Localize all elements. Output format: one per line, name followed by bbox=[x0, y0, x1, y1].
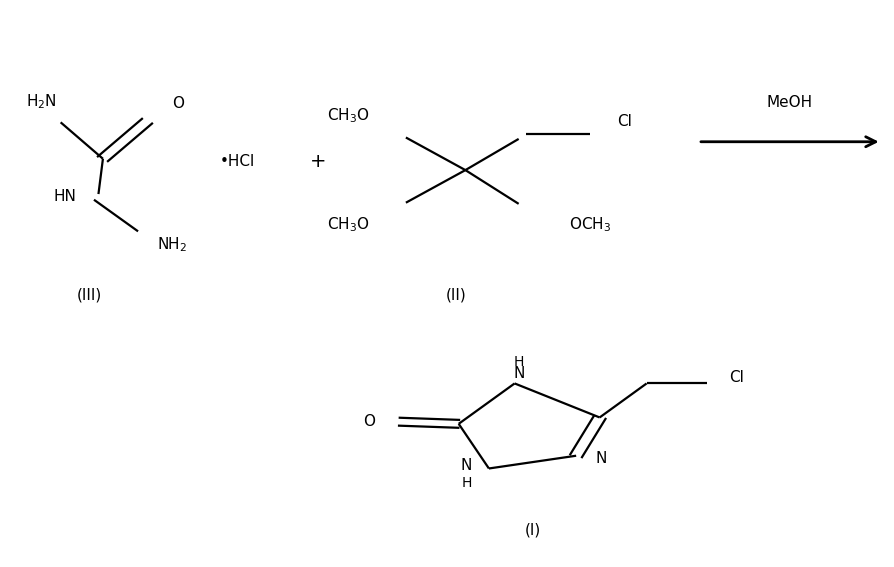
Text: H$_2$N: H$_2$N bbox=[27, 92, 57, 111]
Text: N: N bbox=[513, 366, 524, 380]
Text: MeOH: MeOH bbox=[766, 95, 812, 109]
Text: Cl: Cl bbox=[616, 115, 631, 129]
Text: CH$_3$O: CH$_3$O bbox=[327, 215, 370, 234]
Text: •HCl: •HCl bbox=[219, 154, 254, 169]
Text: OCH$_3$: OCH$_3$ bbox=[569, 215, 611, 234]
Text: O: O bbox=[172, 96, 184, 111]
Text: N: N bbox=[595, 451, 606, 466]
Text: (III): (III) bbox=[77, 287, 102, 302]
Text: H: H bbox=[513, 355, 524, 369]
Text: NH$_2$: NH$_2$ bbox=[156, 235, 187, 253]
Text: +: + bbox=[309, 152, 325, 171]
Text: (II): (II) bbox=[445, 287, 467, 302]
Text: (I): (I) bbox=[524, 523, 540, 538]
Text: N: N bbox=[460, 458, 472, 473]
Text: Cl: Cl bbox=[729, 370, 744, 385]
Text: CH$_3$O: CH$_3$O bbox=[327, 107, 370, 125]
Text: H: H bbox=[460, 476, 471, 490]
Text: HN: HN bbox=[53, 189, 76, 204]
Text: O: O bbox=[363, 414, 375, 429]
